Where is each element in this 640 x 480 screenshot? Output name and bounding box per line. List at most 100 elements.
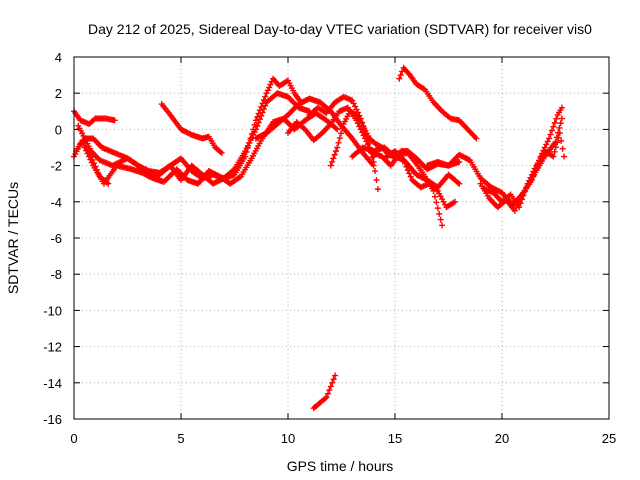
data-point — [330, 376, 337, 383]
y-tick-label: -14 — [43, 376, 62, 391]
data-point — [260, 106, 267, 113]
data-point — [252, 126, 259, 133]
tick-labels: 0 5 10 15 20 25 -16 -14 -12 -10 -8 -6 -4 -2 0 2 4 — [43, 50, 616, 446]
data-point — [352, 103, 359, 110]
data-point — [329, 379, 336, 386]
data-point — [543, 141, 550, 148]
y-tick-label: -16 — [43, 412, 62, 427]
data-point — [326, 387, 333, 394]
x-tick-label: 25 — [602, 431, 616, 446]
data-point — [516, 204, 523, 211]
data-point — [334, 126, 341, 133]
data-point — [558, 115, 565, 122]
data-point — [451, 198, 458, 205]
plot-frame — [73, 56, 610, 420]
data-point — [431, 193, 438, 200]
data-point — [559, 145, 566, 152]
data-point — [546, 135, 553, 142]
data-point — [365, 140, 372, 147]
data-point — [433, 199, 440, 206]
data-point — [437, 216, 444, 223]
x-tick-label: 20 — [495, 431, 509, 446]
data-point — [339, 125, 346, 132]
data-point — [550, 153, 557, 160]
data-point — [373, 177, 380, 184]
data-point — [259, 109, 266, 116]
y-tick-label: -12 — [43, 340, 62, 355]
series-track-4 — [81, 110, 341, 187]
y-tick-label: -4 — [50, 195, 62, 210]
chart-title: Day 212 of 2025, Sidereal Day-to-day VTE… — [88, 21, 592, 37]
x-tick-label: 15 — [388, 431, 402, 446]
y-tick-label: -2 — [50, 159, 62, 174]
series-track-3 — [75, 90, 313, 187]
data-point — [439, 222, 446, 229]
data-point — [528, 171, 535, 178]
y-axis-label: SDTVAR / TECUs — [5, 182, 21, 294]
series-track-12 — [370, 149, 446, 229]
series-track-17 — [481, 130, 568, 211]
data-point — [372, 168, 379, 175]
x-tick-label: 10 — [281, 431, 295, 446]
data-point — [266, 84, 273, 91]
data-point — [524, 180, 531, 187]
data-point — [370, 158, 377, 165]
data-point — [561, 153, 568, 160]
data-point — [258, 112, 265, 119]
data-point — [336, 135, 343, 142]
data-point — [547, 131, 554, 138]
data-point — [430, 187, 437, 194]
data-point — [557, 120, 564, 127]
data-point — [511, 207, 518, 214]
y-tick-label: -6 — [50, 231, 62, 246]
data-point — [332, 148, 339, 155]
y-tick-label: 2 — [55, 86, 62, 101]
data-point — [322, 395, 329, 402]
y-tick-label: 0 — [55, 122, 62, 137]
data-point — [369, 154, 376, 161]
data-point — [331, 151, 338, 158]
data-point — [521, 188, 528, 195]
data-point — [548, 127, 555, 134]
data-point — [456, 180, 463, 187]
data-point — [254, 123, 261, 130]
data-point — [558, 137, 565, 144]
data-point — [217, 148, 224, 155]
data-point — [349, 97, 356, 104]
data-point — [553, 115, 560, 122]
data-point — [105, 180, 112, 187]
data-point — [330, 155, 337, 162]
data-point — [397, 72, 404, 79]
data-point — [555, 134, 562, 141]
data-point — [95, 170, 102, 177]
data-point — [396, 75, 403, 82]
data-point — [531, 165, 538, 172]
data-point — [456, 158, 463, 165]
y-tick-label: -8 — [50, 267, 62, 282]
data-point — [527, 174, 534, 181]
data-point — [332, 372, 339, 379]
data-point — [255, 119, 262, 126]
data-point — [517, 200, 524, 207]
data-point — [350, 100, 357, 107]
data-point — [556, 124, 563, 131]
data-point — [323, 394, 330, 401]
series-track-6 — [158, 101, 225, 156]
data-point — [334, 144, 341, 151]
data-point — [329, 158, 336, 165]
data-point — [327, 383, 334, 390]
data-point — [111, 117, 118, 124]
data-point — [551, 148, 558, 155]
data-point — [218, 149, 225, 156]
data-point — [256, 116, 263, 123]
series-track-1 — [71, 108, 118, 127]
data-point — [530, 168, 537, 175]
data-point — [88, 153, 95, 160]
data-point — [92, 163, 99, 170]
data-point — [267, 81, 274, 88]
series-track-9 — [306, 93, 381, 193]
data-points — [71, 64, 568, 412]
data-point — [338, 130, 345, 137]
data-point — [89, 156, 96, 163]
